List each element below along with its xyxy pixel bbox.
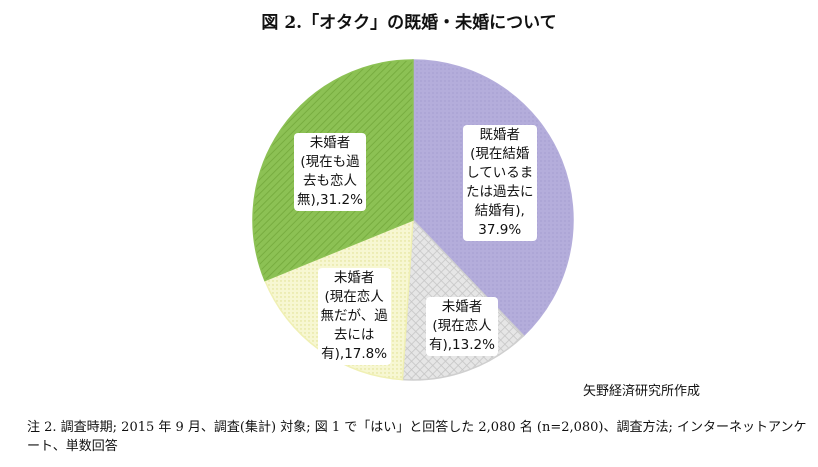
slice-label-line: 無だが、過 <box>320 307 388 324</box>
slice-label-line: 未婚者 <box>309 135 351 151</box>
slice-label-line: 未婚者 <box>441 298 483 315</box>
slice-label-line: 無),31.2% <box>297 192 363 208</box>
slice-label-single_past: 未婚者 (現在恋人無だが、過去には有),17.8% <box>317 267 391 365</box>
slice-label-line: (現在結婚 <box>470 146 530 162</box>
slice-label-line: しているま <box>466 165 534 181</box>
footnote: 注 2. 調査時期; 2015 年 9 月、調査(集計) 対象; 図 1 で「は… <box>27 420 807 454</box>
slice-label-never: 未婚者 (現在も過去も恋人無),31.2% <box>294 133 366 211</box>
slice-label-line: 有),17.8% <box>321 345 388 362</box>
slice-label-line: 結婚有), <box>474 203 525 219</box>
slice-label-line: 未婚者 <box>333 269 375 286</box>
chart-title: 図 2.「オタク」の既婚・未婚について <box>261 13 557 33</box>
slice-label-line: 有),13.2% <box>429 336 495 353</box>
source-credit: 矢野経済研究所作成 <box>583 384 701 399</box>
slice-label-line: (現在恋人 <box>432 317 492 334</box>
slice-label-has_partner: 未婚者 (現在恋人有),13.2% <box>426 296 498 356</box>
slice-label-line: 37.9% <box>478 222 522 238</box>
slice-label-line: 既婚者 <box>479 127 521 143</box>
slice-label-line: たは過去に <box>466 184 534 200</box>
slice-label-line: 去も恋人 <box>302 173 357 189</box>
slice-label-line: (現在恋人 <box>324 288 384 305</box>
slice-label-married: 既婚者 (現在結婚しているまたは過去に結婚有), 37.9% <box>463 125 537 241</box>
slice-label-line: 去には <box>333 326 375 343</box>
slice-label-line: (現在も過 <box>300 154 360 170</box>
